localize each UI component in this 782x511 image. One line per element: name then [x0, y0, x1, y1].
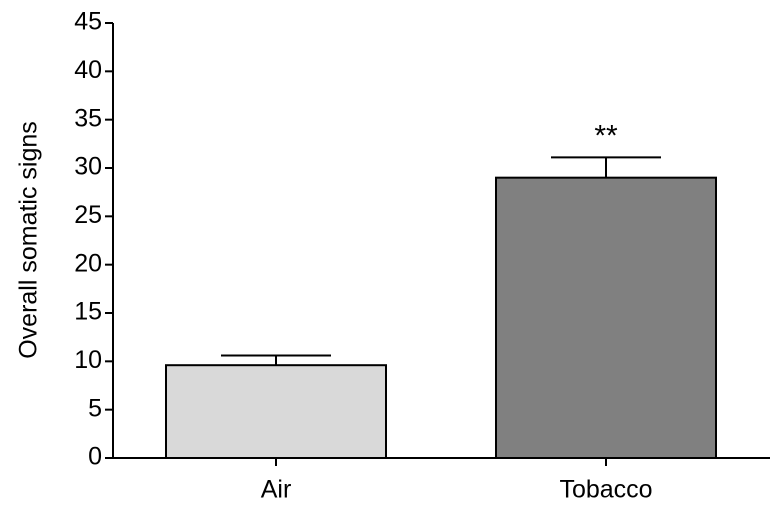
y-tick-label: 25: [74, 201, 102, 229]
x-tick-label: Air: [261, 476, 292, 504]
y-axis-label: Overall somatic signs: [15, 121, 43, 359]
y-tick-label: 20: [74, 249, 102, 277]
y-tick-label: 5: [88, 394, 102, 422]
y-tick-label: 30: [74, 153, 102, 181]
y-tick-label: 10: [74, 346, 102, 374]
y-tick-label: 0: [88, 443, 102, 471]
x-tick-label: Tobacco: [559, 476, 652, 504]
y-tick-label: 45: [74, 8, 102, 36]
y-tick-label: 15: [74, 298, 102, 326]
significance-label: **: [594, 119, 618, 152]
bar: [165, 364, 387, 460]
y-tick-label: 35: [74, 104, 102, 132]
bar: [495, 176, 717, 460]
y-tick-label: 40: [74, 56, 102, 84]
